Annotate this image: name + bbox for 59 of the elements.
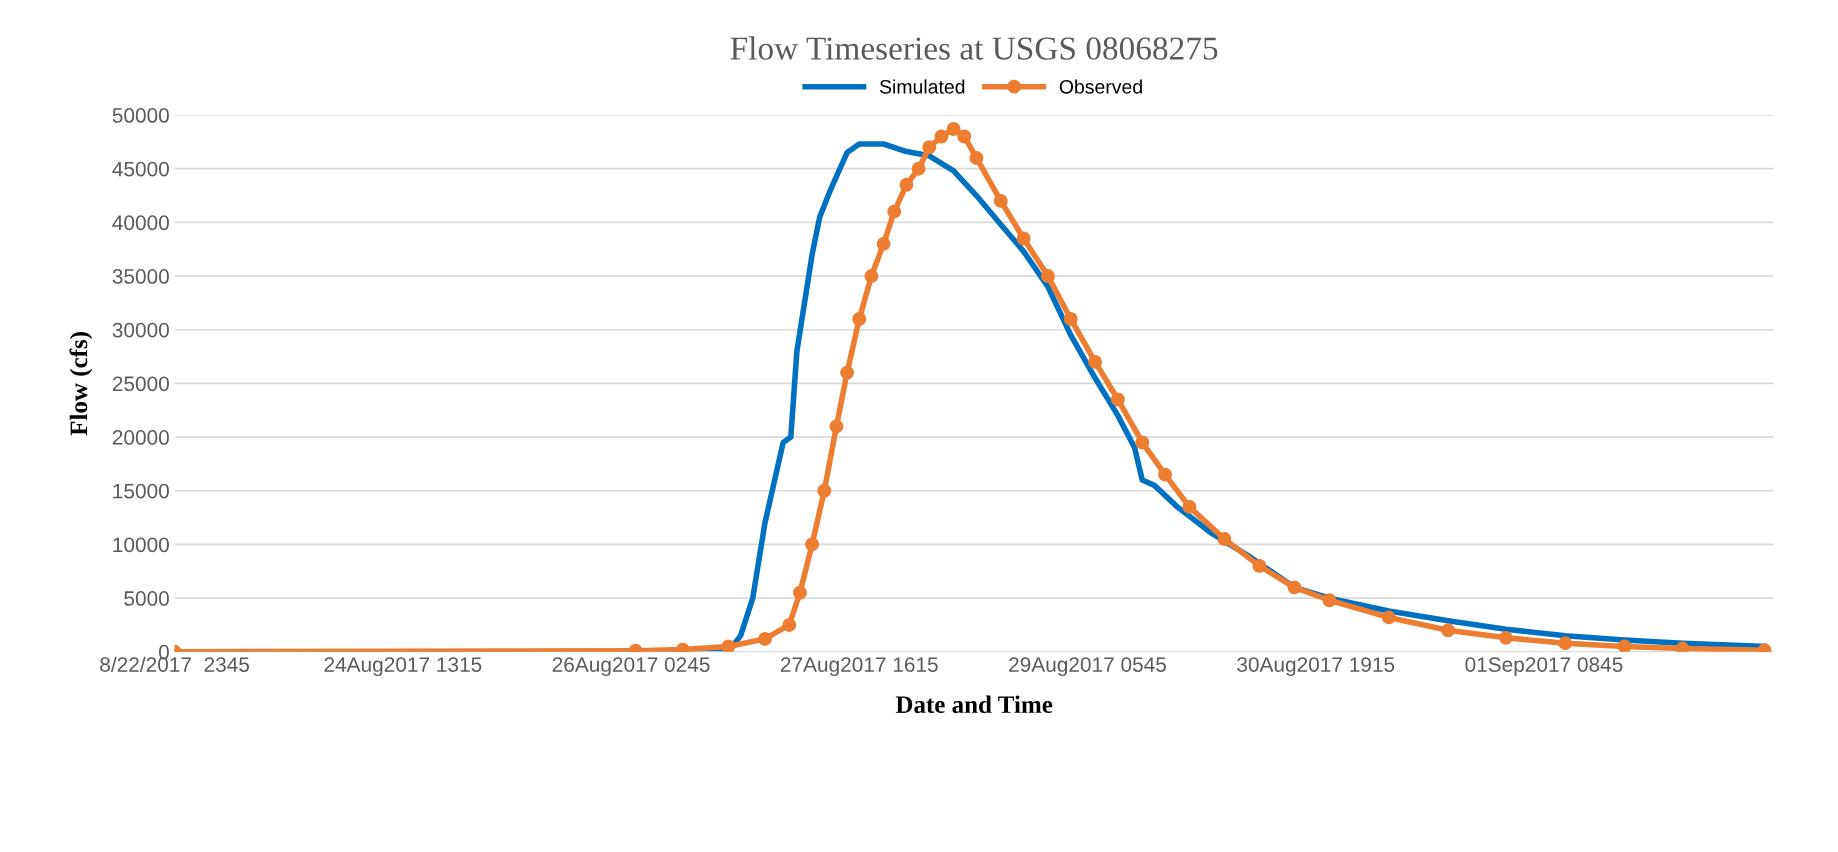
point: [721, 639, 736, 652]
point: [1675, 641, 1690, 652]
y-tick-label: 45000: [112, 161, 169, 177]
point: [1558, 636, 1573, 651]
legend-label: Simulated: [879, 79, 965, 94]
legend-label: Observed: [1059, 79, 1142, 94]
point: [792, 585, 807, 600]
point: [840, 365, 855, 380]
point: [1016, 231, 1031, 246]
point: [922, 140, 937, 155]
point: [1617, 639, 1632, 652]
y-axis-title: Flow (cfs): [69, 332, 93, 436]
x-tick-label: 01Sep2017 0845: [1465, 657, 1623, 677]
point: [782, 617, 797, 632]
point: [887, 204, 902, 219]
x-tick-label: 29Aug2017 0545: [1009, 657, 1166, 677]
y-tick-label: 10000: [113, 537, 169, 553]
y-tick-label: 5000: [124, 591, 169, 606]
point: [1498, 630, 1513, 645]
point: [1287, 580, 1302, 595]
chart-title: Flow Timeseries at USGS 08068275: [730, 36, 1218, 60]
point: [1217, 532, 1232, 547]
y-tick-label: 40000: [112, 215, 169, 231]
point: [934, 129, 949, 144]
point: [805, 537, 820, 552]
point: [946, 122, 961, 136]
point: [876, 236, 891, 251]
point: [969, 151, 984, 165]
point: [864, 269, 879, 283]
point: [1322, 593, 1337, 608]
point: [852, 312, 867, 326]
y-tick-label: 15000: [113, 483, 169, 499]
x-axis-title: Date and Time: [895, 695, 1053, 714]
y-tick-label: 20000: [112, 430, 169, 445]
y-tick-label: 50000: [112, 108, 169, 123]
point: [1182, 499, 1197, 514]
point: [911, 161, 926, 176]
x-tick-label: 26Aug2017 0245: [552, 657, 710, 677]
y-tick-label: 30000: [112, 322, 169, 338]
point: [1040, 269, 1055, 283]
point: [817, 483, 832, 498]
point: [829, 419, 844, 434]
x-tick-label: 30Aug2017 1915: [1237, 657, 1395, 677]
point: [1158, 467, 1173, 482]
point: [899, 177, 914, 192]
x-tick-label: 24Aug2017 1315: [324, 657, 482, 677]
point: [1252, 558, 1267, 573]
point: [1088, 354, 1103, 369]
point: [993, 193, 1008, 208]
point: [1110, 392, 1125, 407]
y-tick-label: 35000: [112, 269, 169, 284]
y-tick-label: 25000: [112, 376, 169, 392]
point: [1381, 610, 1396, 625]
point: [1135, 435, 1150, 450]
x-tick-label: 27Aug2017 1615: [780, 657, 938, 677]
point: [757, 631, 772, 646]
point: [1063, 312, 1078, 326]
point: [957, 129, 972, 144]
point: [1441, 623, 1456, 638]
